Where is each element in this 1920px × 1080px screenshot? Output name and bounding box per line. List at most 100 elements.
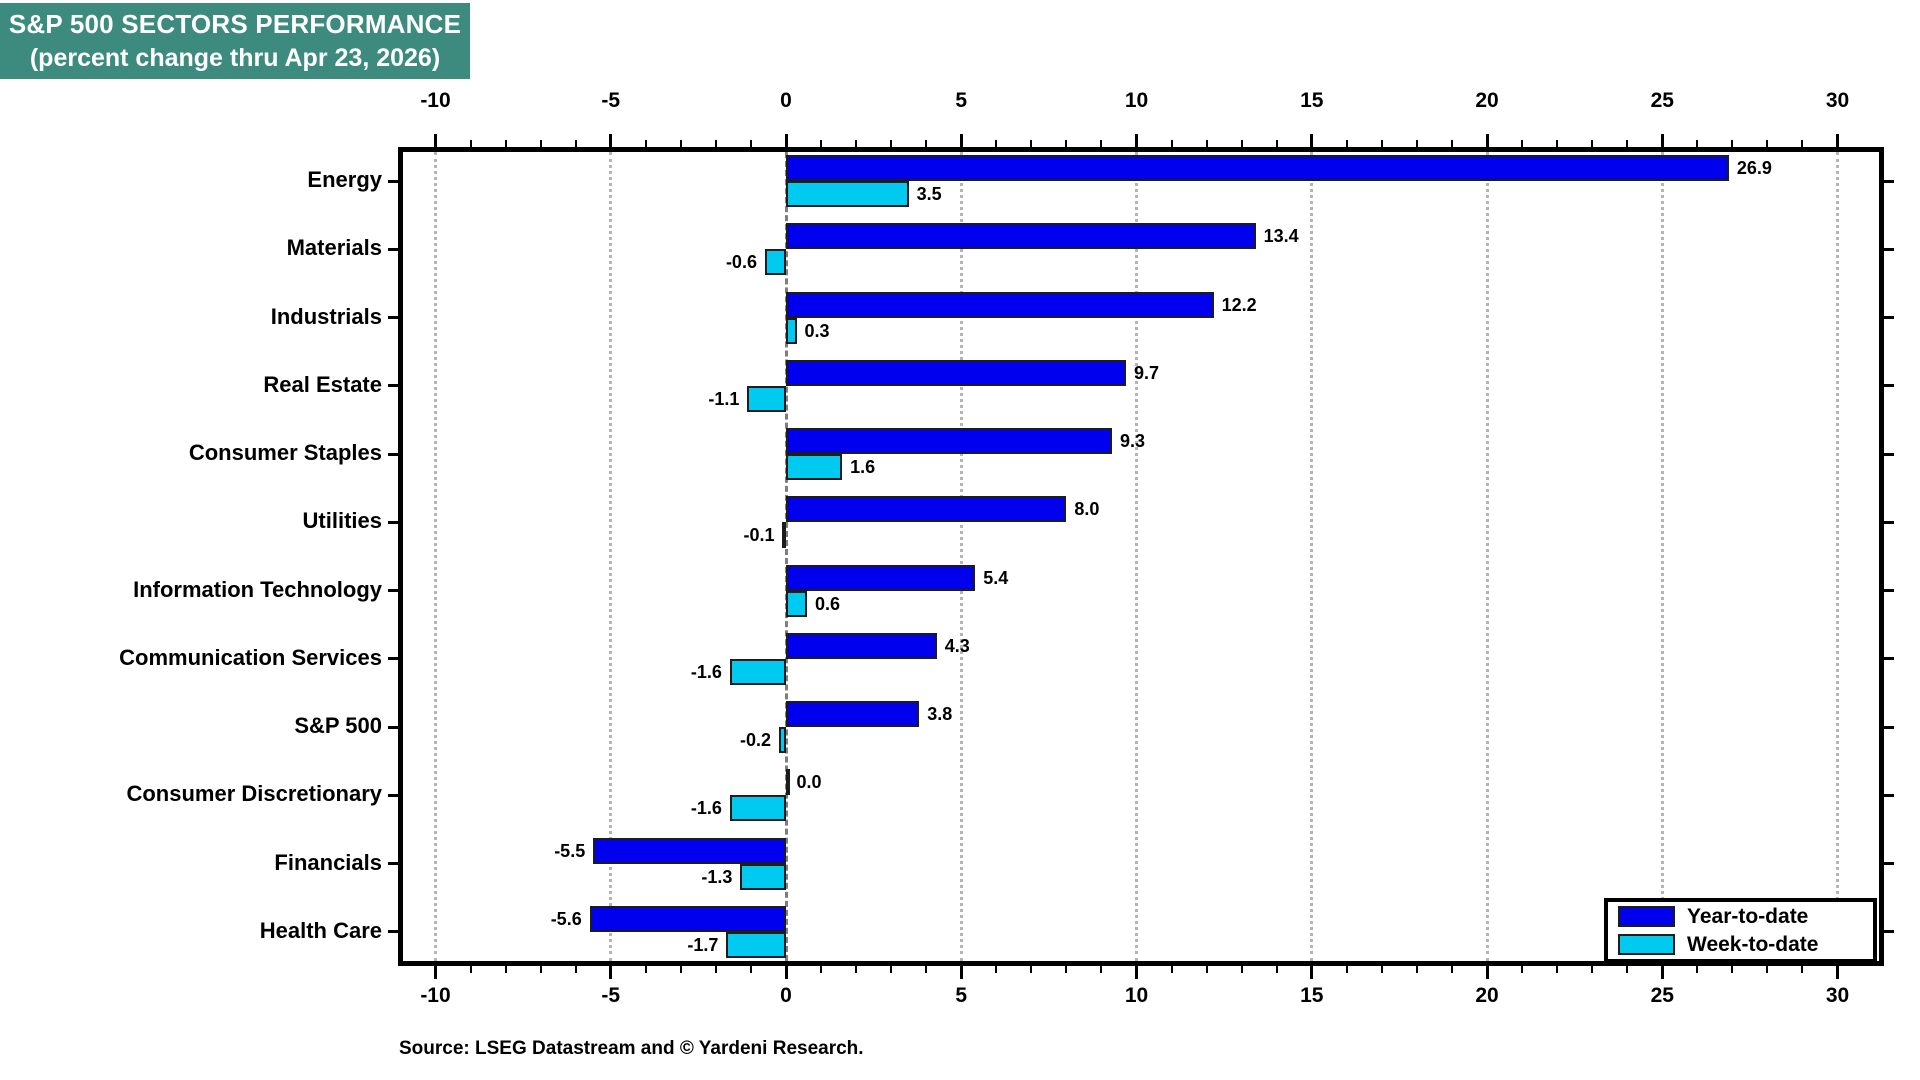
x-axis-label-top: 20 bbox=[1475, 89, 1499, 112]
x-axis-label-bottom: 10 bbox=[1124, 984, 1149, 1007]
ytd-bar bbox=[786, 564, 976, 591]
zero-gridline bbox=[784, 152, 788, 961]
legend-item: Week-to-date bbox=[1618, 932, 1873, 957]
axis-tick-top bbox=[1065, 140, 1068, 147]
ytd-bar bbox=[786, 428, 1112, 455]
axis-tick-bottom bbox=[1240, 966, 1243, 973]
source-text: Source: LSEG Datastream and © Yardeni Re… bbox=[399, 1038, 864, 1059]
x-axis-label-bottom: -5 bbox=[601, 984, 621, 1007]
axis-tick-bottom bbox=[434, 966, 437, 979]
row-tick-left bbox=[388, 862, 398, 866]
axis-tick-top bbox=[1660, 134, 1664, 147]
axis-tick-bottom bbox=[1205, 966, 1208, 973]
row-tick-right bbox=[1884, 589, 1894, 593]
bar-value-label: -1.7 bbox=[687, 934, 719, 955]
legend-label: Week-to-date bbox=[1687, 933, 1819, 956]
axis-tick-top bbox=[504, 140, 507, 147]
axis-tick-bottom bbox=[1660, 966, 1664, 979]
gridline bbox=[1310, 152, 1314, 961]
wtd-bar bbox=[726, 931, 786, 958]
axis-tick-top bbox=[1450, 140, 1453, 147]
row-tick-right bbox=[1884, 862, 1894, 866]
bar-value-label: 3.8 bbox=[927, 704, 953, 725]
ytd-bar bbox=[786, 359, 1126, 386]
x-axis-label-top: 30 bbox=[1825, 89, 1850, 112]
axis-tick-top bbox=[574, 140, 577, 147]
axis-tick-bottom bbox=[1415, 966, 1418, 973]
ytd-bar bbox=[786, 291, 1214, 318]
category-label: S&P 500 bbox=[294, 713, 382, 739]
axis-tick-top bbox=[539, 140, 542, 147]
axis-tick-top bbox=[959, 134, 963, 147]
category-label: Health Care bbox=[259, 917, 382, 943]
wtd-bar bbox=[786, 454, 843, 481]
axis-tick-top bbox=[995, 140, 998, 147]
axis-tick-bottom bbox=[925, 966, 928, 973]
category-label: Utilities bbox=[302, 508, 382, 534]
axis-tick-bottom bbox=[1170, 966, 1173, 973]
axis-tick-bottom bbox=[469, 966, 472, 973]
axis-tick-top bbox=[469, 140, 472, 147]
chart-subtitle: (percent change thru Apr 23, 2026) bbox=[29, 43, 441, 72]
legend-swatch bbox=[1618, 906, 1675, 927]
row-tick-right bbox=[1884, 725, 1894, 729]
axis-tick-top bbox=[1696, 140, 1699, 147]
axis-tick-bottom bbox=[890, 966, 893, 973]
category-label: Materials bbox=[286, 235, 382, 261]
category-label: Energy bbox=[307, 167, 382, 193]
category-label: Information Technology bbox=[133, 576, 382, 602]
bar-value-label: 1.6 bbox=[850, 457, 876, 478]
axis-tick-bottom bbox=[1100, 966, 1103, 973]
axis-tick-bottom bbox=[1450, 966, 1453, 973]
axis-tick-bottom bbox=[1591, 966, 1594, 973]
axis-tick-top bbox=[749, 140, 752, 147]
axis-tick-bottom bbox=[504, 966, 507, 973]
axis-tick-top bbox=[925, 140, 928, 147]
ytd-bar bbox=[786, 632, 937, 659]
ytd-bar bbox=[786, 496, 1067, 523]
axis-tick-top bbox=[1591, 140, 1594, 147]
row-tick-left bbox=[388, 657, 398, 661]
x-axis-label-top: -5 bbox=[601, 89, 621, 112]
category-label: Financials bbox=[274, 849, 382, 875]
axis-tick-top bbox=[679, 140, 682, 147]
row-tick-left bbox=[388, 452, 398, 456]
axis-tick-bottom bbox=[1135, 966, 1138, 979]
x-axis-label-top: -10 bbox=[420, 89, 451, 112]
axis-tick-bottom bbox=[1310, 966, 1314, 979]
axis-tick-bottom bbox=[1380, 966, 1383, 973]
ytd-bar bbox=[589, 905, 786, 932]
row-tick-left bbox=[388, 725, 398, 729]
row-tick-right bbox=[1884, 452, 1894, 456]
row-tick-right bbox=[1884, 657, 1894, 661]
legend-swatch bbox=[1618, 934, 1675, 955]
bar-value-label: -1.3 bbox=[701, 866, 733, 887]
bar-value-label: 4.3 bbox=[944, 635, 970, 656]
bar-value-label: 26.9 bbox=[1736, 158, 1772, 179]
axis-tick-bottom bbox=[749, 966, 752, 973]
wtd-bar bbox=[729, 795, 786, 822]
category-label: Industrials bbox=[270, 303, 382, 329]
axis-tick-top bbox=[1521, 140, 1524, 147]
category-label: Consumer Staples bbox=[188, 440, 382, 466]
axis-tick-bottom bbox=[1065, 966, 1068, 973]
axis-tick-bottom bbox=[1696, 966, 1699, 973]
x-axis-label-top: 10 bbox=[1124, 89, 1149, 112]
x-axis-label-bottom: 0 bbox=[780, 984, 792, 1007]
bar-value-label: -1.6 bbox=[690, 661, 722, 682]
x-axis-label-bottom: 30 bbox=[1825, 984, 1850, 1007]
axis-tick-bottom bbox=[1626, 966, 1629, 973]
bar-value-label: -0.6 bbox=[725, 252, 757, 273]
axis-tick-top bbox=[1556, 140, 1559, 147]
axis-tick-top bbox=[1415, 140, 1418, 147]
bar-value-label: -0.2 bbox=[739, 730, 771, 751]
x-axis-label-bottom: 20 bbox=[1475, 984, 1499, 1007]
axis-tick-top bbox=[1485, 134, 1489, 147]
wtd-bar bbox=[782, 522, 787, 549]
axis-tick-top bbox=[1100, 140, 1103, 147]
axis-tick-top bbox=[1380, 140, 1383, 147]
axis-tick-top bbox=[1626, 140, 1629, 147]
axis-tick-top bbox=[1275, 140, 1278, 147]
chart-title: S&P 500 SECTORS PERFORMANCE bbox=[8, 9, 462, 40]
